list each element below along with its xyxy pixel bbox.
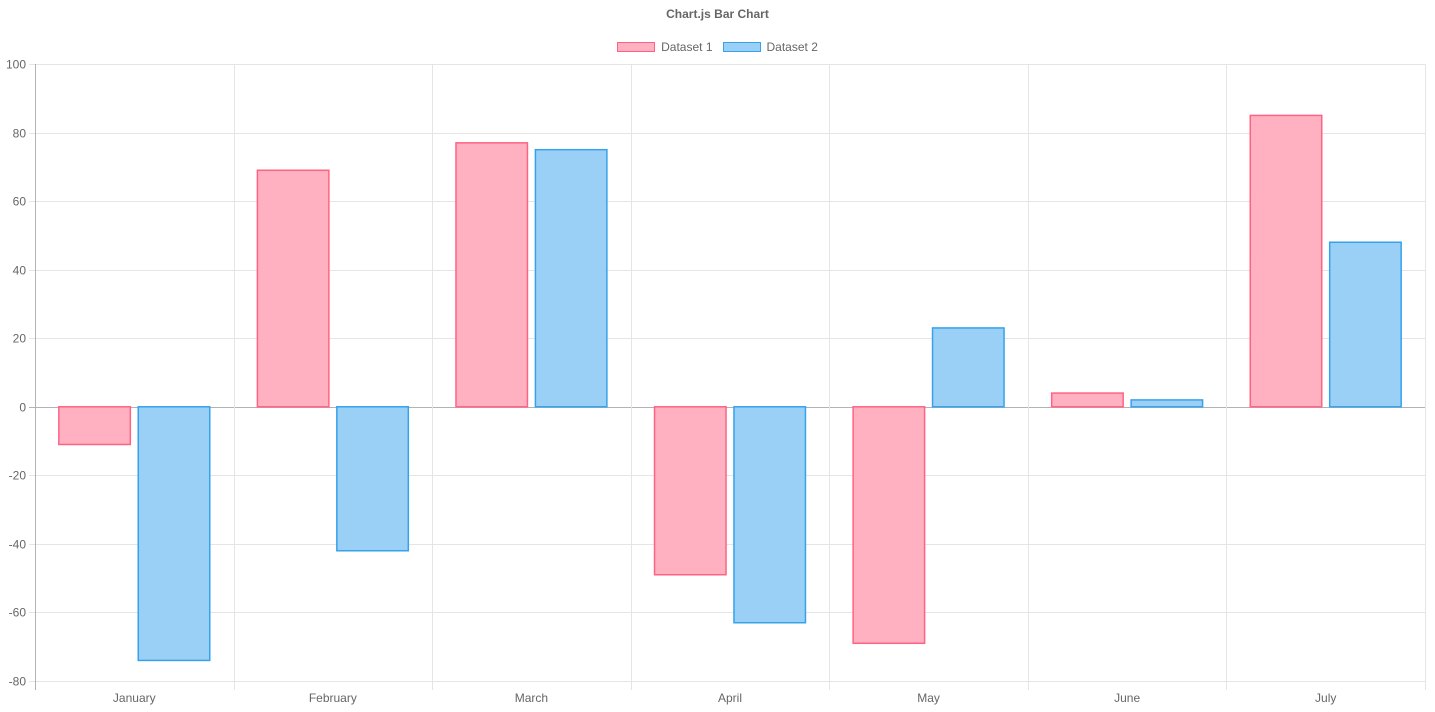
x-tick-label: April	[718, 691, 742, 705]
y-tick-label: 20	[13, 332, 27, 346]
legend-label-dataset-2: Dataset 2	[766, 40, 818, 54]
y-tick-label: 80	[13, 127, 27, 141]
chart-title: Chart.js Bar Chart	[666, 7, 769, 21]
bar-dataset-2	[1328, 241, 1402, 408]
x-tick-label: February	[309, 691, 357, 705]
bar-dataset-2	[931, 327, 1005, 408]
bar-dataset-2	[137, 406, 211, 662]
bar-dataset-1	[455, 142, 529, 408]
bar-dataset-1	[653, 406, 727, 576]
legend-label-dataset-1: Dataset 1	[661, 40, 713, 54]
bar-dataset-2	[733, 406, 807, 624]
bar-dataset-1	[58, 406, 132, 446]
legend-swatch-dataset-1	[617, 42, 656, 52]
y-tick-label: -20	[9, 469, 27, 483]
x-tick-label: June	[1114, 691, 1140, 705]
y-tick-label: 40	[13, 264, 27, 278]
x-tick-label: May	[917, 691, 940, 705]
x-tick-label: July	[1315, 691, 1336, 705]
legend-item-dataset-1[interactable]: Dataset 1	[617, 40, 713, 54]
legend-swatch-dataset-2	[722, 42, 761, 52]
y-tick-label: -60	[9, 606, 27, 620]
y-tick-label: -80	[9, 675, 27, 689]
bar-dataset-2	[534, 148, 608, 408]
x-tick-label: January	[113, 691, 156, 705]
legend-item-dataset-2[interactable]: Dataset 2	[722, 40, 818, 54]
bar-dataset-2	[336, 406, 410, 552]
y-tick-label: 100	[6, 58, 26, 72]
bar-dataset-1	[1249, 114, 1323, 408]
bar-dataset-1	[852, 406, 926, 645]
y-tick-label: -40	[9, 538, 27, 552]
y-tick-label: 0	[19, 401, 26, 415]
bar-dataset-1	[256, 169, 330, 408]
x-tick-label: March	[515, 691, 548, 705]
bar-dataset-2	[1130, 399, 1204, 408]
legend: Dataset 1 Dataset 2	[0, 40, 1435, 54]
bar-dataset-1	[1050, 392, 1124, 408]
y-tick-label: 60	[13, 195, 27, 209]
